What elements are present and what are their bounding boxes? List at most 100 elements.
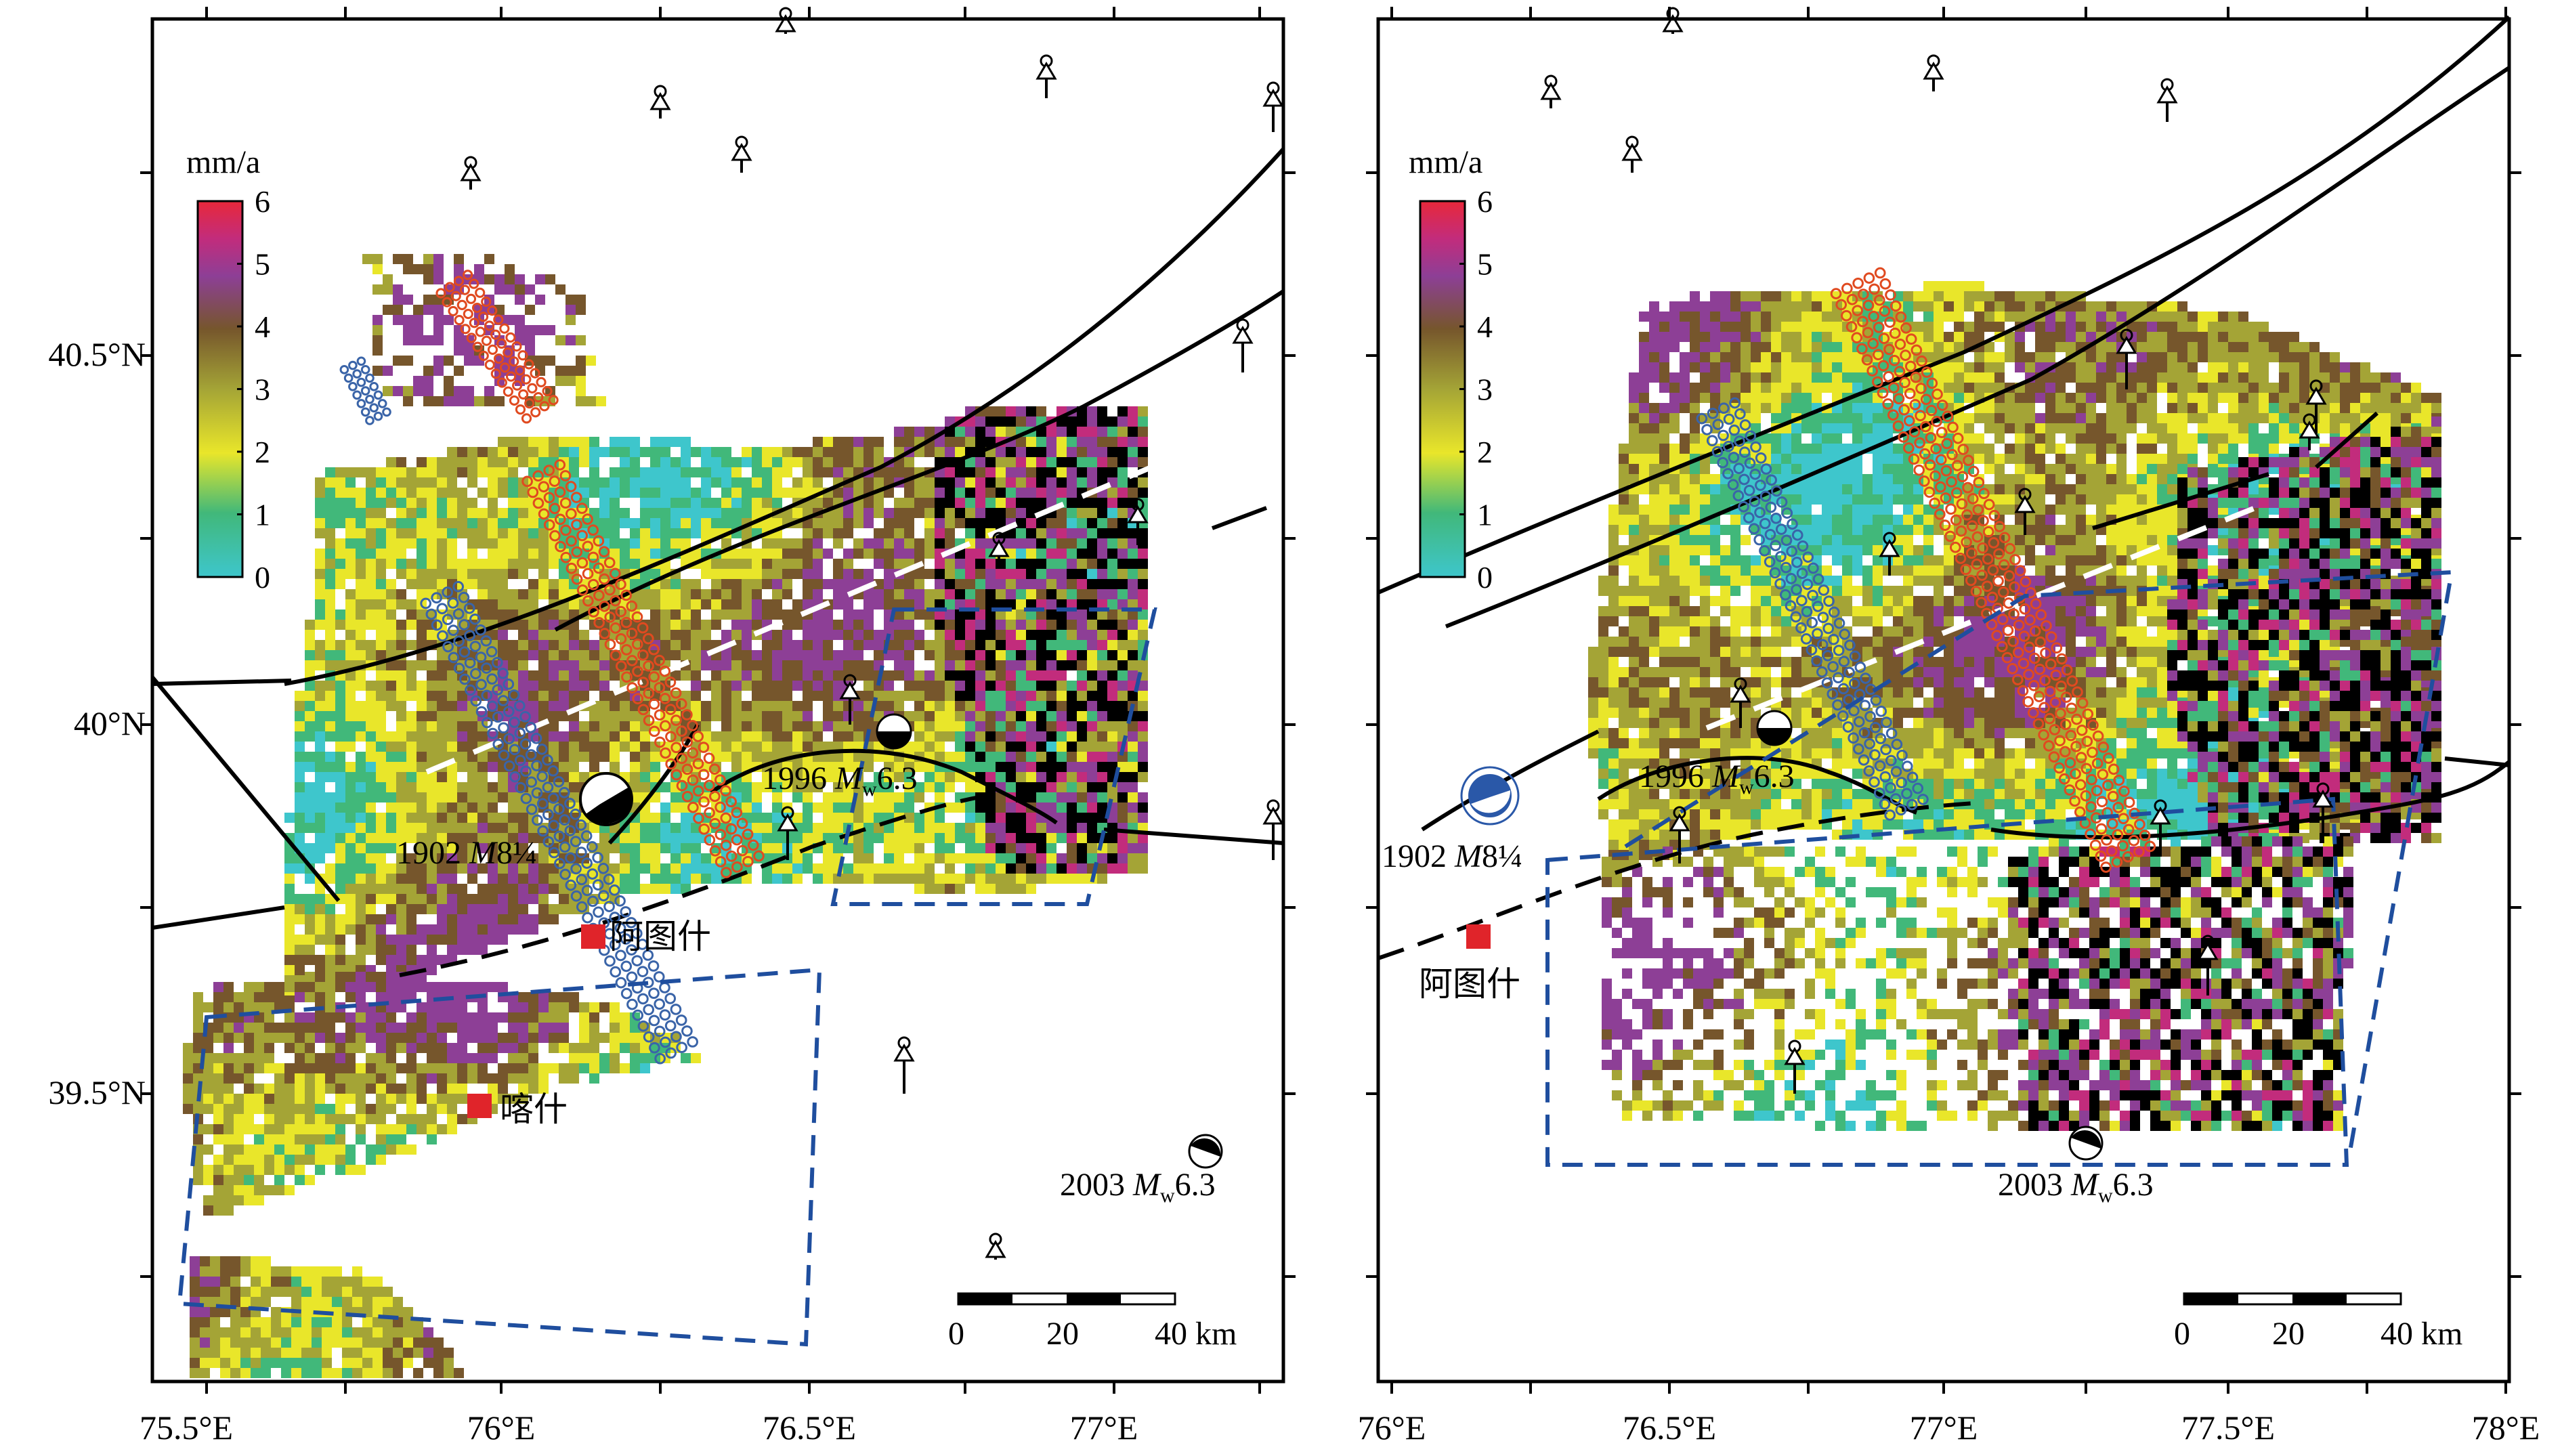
velocity-pixel bbox=[1056, 853, 1067, 863]
velocity-pixel bbox=[386, 992, 396, 1002]
velocity-pixel bbox=[1128, 589, 1138, 599]
velocity-pixel bbox=[1006, 488, 1016, 498]
velocity-pixel bbox=[965, 833, 975, 843]
velocity-pixel bbox=[538, 1012, 549, 1023]
velocity-pixel bbox=[996, 416, 1006, 427]
velocity-pixel bbox=[1056, 549, 1067, 559]
velocity-pixel bbox=[823, 437, 833, 447]
velocity-pixel bbox=[223, 1023, 234, 1033]
velocity-pixel bbox=[305, 640, 315, 650]
velocity-pixel bbox=[454, 335, 464, 345]
velocity-pixel bbox=[721, 650, 731, 660]
velocity-pixel bbox=[955, 884, 965, 894]
velocity-pixel bbox=[630, 823, 640, 833]
velocity-pixel bbox=[315, 609, 325, 620]
velocity-pixel bbox=[782, 863, 792, 874]
velocity-pixel bbox=[366, 488, 376, 498]
velocity-pixel bbox=[467, 823, 477, 833]
velocity-pixel bbox=[433, 315, 444, 325]
velocity-pixel bbox=[589, 752, 599, 762]
velocity-pixel bbox=[234, 992, 244, 1002]
velocity-pixel bbox=[515, 295, 525, 305]
velocity-pixel bbox=[1107, 427, 1117, 437]
velocity-pixel bbox=[244, 1084, 254, 1094]
velocity-pixel bbox=[853, 874, 863, 884]
velocity-pixel bbox=[569, 640, 579, 650]
velocity-pixel bbox=[417, 924, 427, 935]
velocity-pixel bbox=[477, 528, 488, 538]
velocity-pixel bbox=[1128, 630, 1138, 640]
velocity-pixel bbox=[417, 711, 427, 721]
velocity-pixel bbox=[1117, 792, 1128, 802]
velocity-pixel bbox=[894, 538, 904, 549]
velocity-pixel bbox=[325, 945, 335, 955]
velocity-pixel bbox=[681, 833, 691, 843]
velocity-pixel bbox=[792, 650, 803, 660]
velocity-pixel bbox=[1006, 813, 1016, 823]
velocity-pixel bbox=[366, 972, 376, 982]
velocity-pixel bbox=[284, 955, 295, 965]
velocity-pixel bbox=[538, 670, 549, 681]
velocity-pixel bbox=[559, 630, 569, 640]
velocity-pixel bbox=[488, 894, 498, 904]
velocity-pixel bbox=[894, 518, 904, 528]
velocity-pixel bbox=[518, 528, 528, 538]
velocity-pixel bbox=[565, 335, 576, 345]
velocity-pixel bbox=[254, 1104, 264, 1114]
velocity-pixel bbox=[477, 1012, 488, 1023]
velocity-pixel bbox=[569, 731, 579, 742]
velocity-pixel bbox=[1117, 670, 1128, 681]
velocity-pixel bbox=[295, 904, 305, 914]
velocity-pixel bbox=[579, 630, 589, 640]
velocity-pixel bbox=[721, 589, 731, 599]
velocity-pixel bbox=[1026, 681, 1036, 691]
velocity-pixel bbox=[437, 935, 447, 945]
velocity-pixel bbox=[610, 863, 620, 874]
velocity-pixel bbox=[518, 620, 528, 630]
velocity-pixel bbox=[437, 721, 447, 731]
velocity-pixel bbox=[356, 579, 366, 589]
velocity-pixel bbox=[406, 538, 417, 549]
velocity-pixel bbox=[1067, 416, 1077, 427]
velocity-pixel bbox=[610, 538, 620, 549]
velocity-pixel bbox=[620, 1033, 630, 1043]
velocity-pixel bbox=[752, 569, 762, 579]
velocity-pixel bbox=[650, 549, 660, 559]
velocity-pixel bbox=[721, 477, 731, 488]
velocity-pixel bbox=[396, 559, 406, 569]
velocity-pixel bbox=[589, 1023, 599, 1033]
velocity-pixel bbox=[985, 681, 996, 691]
velocity-pixel bbox=[772, 457, 782, 467]
velocity-pixel bbox=[853, 620, 863, 630]
velocity-pixel bbox=[396, 640, 406, 650]
velocity-pixel bbox=[1138, 416, 1148, 427]
velocity-pixel bbox=[1077, 691, 1087, 701]
velocity-pixel bbox=[975, 528, 985, 538]
velocity-pixel bbox=[305, 691, 315, 701]
velocity-pixel bbox=[576, 396, 586, 406]
velocity-pixel bbox=[742, 508, 752, 518]
velocity-pixel bbox=[996, 579, 1006, 589]
velocity-pixel bbox=[701, 640, 711, 650]
velocity-pixel bbox=[488, 477, 498, 488]
velocity-pixel bbox=[356, 1043, 366, 1053]
velocity-pixel bbox=[345, 904, 356, 914]
velocity-pixel bbox=[1087, 498, 1097, 508]
velocity-pixel bbox=[569, 772, 579, 782]
velocity-pixel bbox=[823, 630, 833, 640]
velocity-pixel bbox=[396, 508, 406, 518]
velocity-pixel bbox=[894, 437, 904, 447]
velocity-pixel bbox=[1016, 589, 1026, 599]
velocity-pixel bbox=[447, 1012, 457, 1023]
velocity-pixel bbox=[955, 650, 965, 660]
velocity-pixel bbox=[1077, 467, 1087, 477]
velocity-pixel bbox=[356, 538, 366, 549]
velocity-pixel bbox=[975, 731, 985, 742]
velocity-pixel bbox=[335, 863, 345, 874]
velocity-pixel bbox=[376, 914, 386, 924]
velocity-pixel bbox=[1117, 721, 1128, 731]
velocity-pixel bbox=[660, 589, 670, 599]
velocity-pixel bbox=[1016, 742, 1026, 752]
velocity-pixel bbox=[427, 884, 437, 894]
velocity-pixel bbox=[305, 823, 315, 833]
